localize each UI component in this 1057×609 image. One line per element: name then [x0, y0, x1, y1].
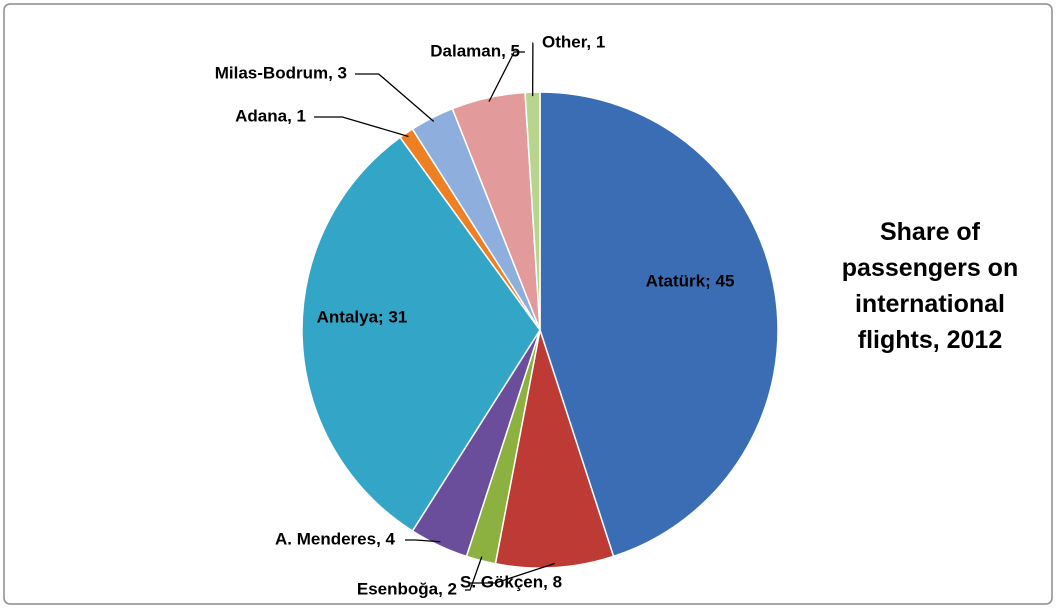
leader-line	[465, 556, 483, 591]
data-label: Antalya; 31	[317, 307, 408, 326]
data-label: S. Gökçen, 8	[460, 572, 562, 591]
pie-slice	[301, 136, 541, 532]
data-label: Atatürk; 45	[646, 271, 735, 290]
data-label: A. Menderes, 4	[275, 529, 396, 548]
data-label: Dalaman, 5	[430, 41, 520, 60]
data-label: Esenboğa, 2	[357, 579, 457, 598]
pie-slice	[539, 91, 779, 558]
leader-line	[314, 116, 409, 138]
data-label: Adana, 1	[235, 106, 306, 125]
pie-slice	[494, 329, 615, 569]
data-label: Milas-Bodrum, 3	[215, 63, 347, 82]
leader-line	[405, 539, 441, 543]
leader-line	[488, 51, 525, 102]
chart-title: Share of passengers on international fli…	[841, 218, 1019, 354]
leader-line	[470, 562, 555, 584]
data-label: Other, 1	[542, 32, 605, 51]
leader-line	[355, 73, 435, 122]
